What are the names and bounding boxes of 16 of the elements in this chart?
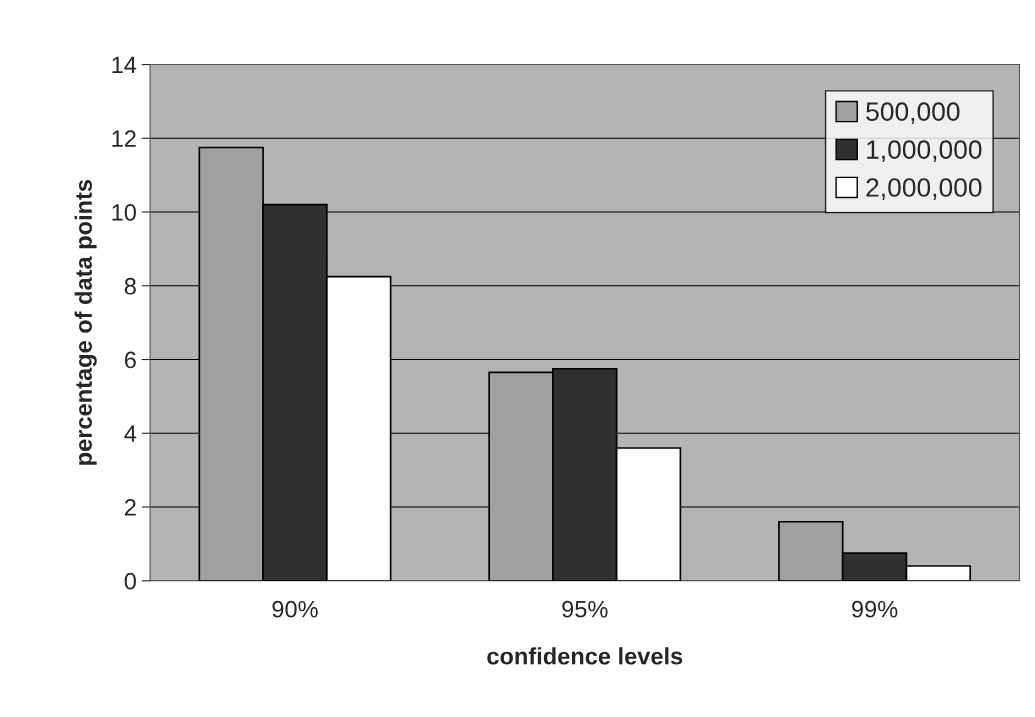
x-tick-label: 90% xyxy=(272,600,318,618)
y-tick-label: 2 xyxy=(124,499,136,516)
legend-label: 1,000,000 xyxy=(867,140,982,163)
y-tick-label: 10 xyxy=(112,204,136,221)
x-tick-label: 99% xyxy=(852,600,898,618)
y-tick-label: 6 xyxy=(124,351,136,369)
y-axis-title: percentage of data points xyxy=(74,179,97,465)
y-tick-label: 12 xyxy=(112,130,136,147)
legend-label: 500,000 xyxy=(866,102,960,125)
y-tick-label: 8 xyxy=(124,277,136,295)
y-tick-label: 14 xyxy=(112,56,137,74)
legend-label: 2,000,000 xyxy=(866,178,982,200)
x-tick-label: 95% xyxy=(562,600,608,618)
y-tick-label: 4 xyxy=(124,425,137,442)
x-axis-title: confidence levels xyxy=(487,647,683,665)
y-tick-label: 0 xyxy=(124,572,136,590)
